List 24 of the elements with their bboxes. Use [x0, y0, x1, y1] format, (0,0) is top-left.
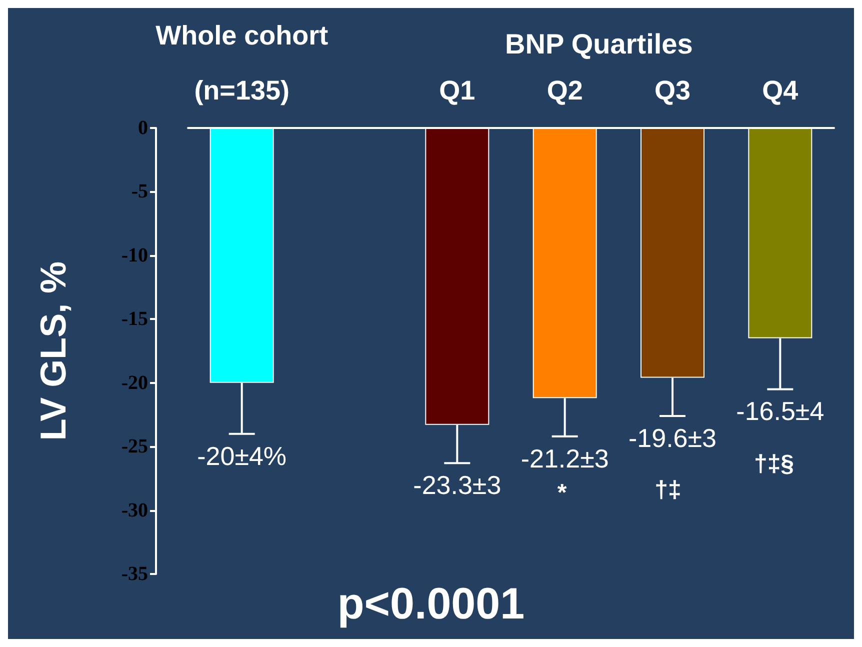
data-label: -20±4%	[197, 440, 287, 471]
data-label: -23.3±3	[413, 470, 502, 500]
annotation: †‡§	[754, 450, 794, 478]
y-tick-label: -25	[121, 436, 148, 458]
data-label: -16.5±4	[736, 396, 824, 426]
y-tick-label: -35	[121, 563, 148, 585]
x-tick-label: Q3	[654, 76, 691, 106]
text: p<0.0001	[337, 580, 525, 628]
y-tick-label: 0	[138, 117, 148, 139]
x-tick-label: Whole cohort (n=135)	[156, 20, 328, 106]
y-tick-label: -15	[121, 308, 148, 330]
data-label: -19.6±3	[628, 422, 716, 453]
annotation: *	[557, 480, 568, 506]
x-tick-label: Q4	[762, 76, 798, 106]
x-tick-label: Q1	[439, 76, 476, 106]
y-axis-title: LV GLS, %	[32, 261, 74, 441]
x-tick-label: Q2	[546, 76, 583, 106]
y-tick-label: -5	[131, 180, 148, 203]
y-tick-label: -30	[121, 499, 148, 522]
y-tick-label: -10	[121, 244, 148, 266]
data-label: -21.2±3	[520, 443, 609, 474]
annotation: †‡	[654, 476, 682, 504]
text: BNP Quartiles	[505, 28, 693, 60]
y-tick-label: -20	[121, 372, 148, 394]
